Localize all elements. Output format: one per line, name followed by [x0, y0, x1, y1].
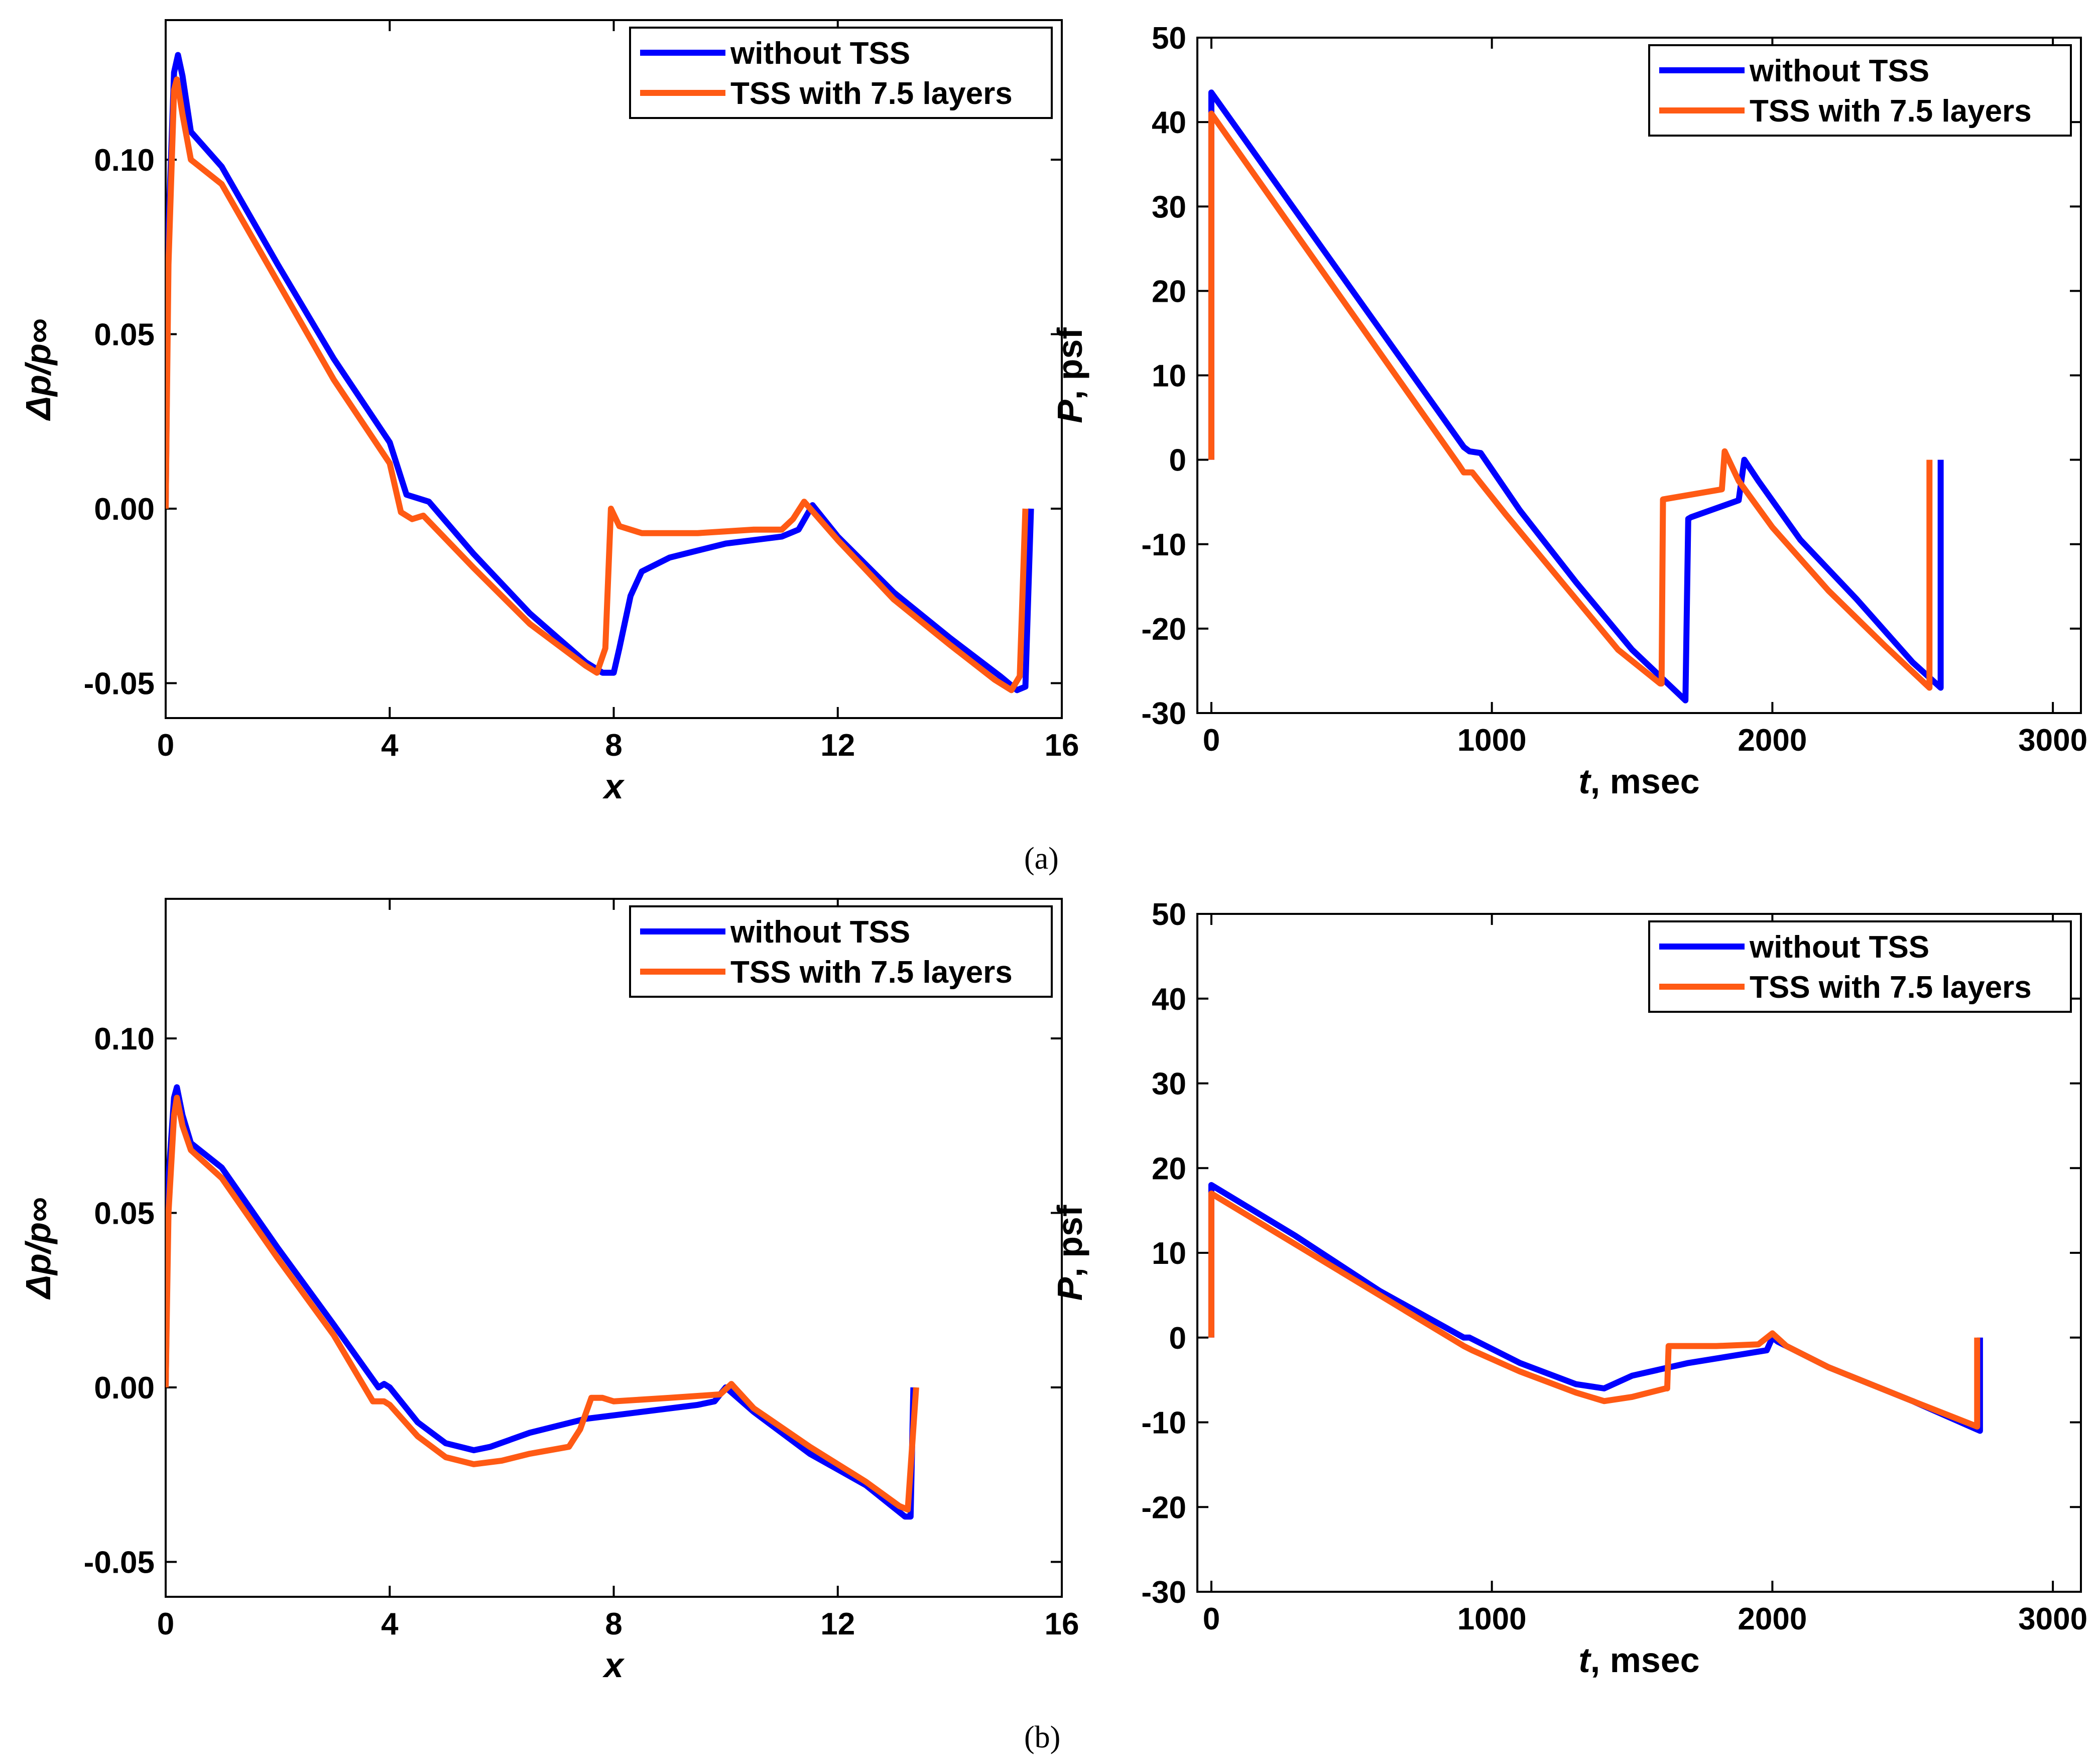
y-tick-label: 50 [1152, 21, 1186, 56]
x-axis-label: x [602, 1646, 625, 1685]
x-tick-label: 0 [1203, 1602, 1220, 1636]
panel-label-b: (b) [1024, 1720, 1061, 1754]
y-axis-label: Δp/p∞ [19, 318, 58, 421]
y-axis-label: P, psf [1050, 1205, 1089, 1301]
legend-label-1: without TSS [1749, 54, 1929, 88]
y-tick-label: -20 [1141, 612, 1186, 647]
axes-frame [165, 898, 1063, 1598]
legend-label-1: without TSS [730, 36, 910, 71]
chart-4: 0 1000 2000 3000 -30 -20 -10 0 10 20 30 40 50 t, msec… [1050, 897, 2087, 1680]
legend-label-2: TSS with 7.5 layers [730, 76, 1013, 111]
x-tick-label: 4 [381, 1607, 399, 1641]
legend-label-1: without TSS [730, 915, 910, 950]
y-tick-label: 30 [1152, 1067, 1186, 1102]
y-tick-label: 20 [1152, 274, 1186, 309]
x-tick-label: 12 [820, 1607, 855, 1641]
legend-box [629, 27, 1053, 119]
y-tick-label: -0.05 [84, 667, 155, 701]
y-tick-label: 10 [1152, 359, 1186, 394]
x-tick-label: 12 [820, 728, 855, 763]
y-tick-label: 10 [1152, 1236, 1186, 1271]
series-line-1 [1208, 1182, 1983, 1434]
series-line-1 [166, 52, 1034, 693]
chart-2: 0 1000 2000 3000 -30 -20 -10 0 10 20 30 40 50 t, msec… [1050, 21, 2087, 801]
y-tick-label: 50 [1152, 897, 1186, 932]
x-tick-label: 8 [605, 1607, 622, 1641]
y-tick-label: -20 [1141, 1490, 1186, 1525]
x-tick-label: 16 [1045, 728, 1079, 763]
x-tick-label: 16 [1045, 1607, 1079, 1641]
x-tick-label: 2000 [1738, 1602, 1807, 1636]
chart-3: 0 4 8 12 16 -0.05 0.00 0.05 0.10 x Δp/p∞ without TS… [19, 898, 1079, 1685]
legend-box [1648, 920, 2072, 1013]
x-tick-label: 0 [157, 728, 174, 763]
x-axis-label: t, msec [1578, 1640, 1699, 1680]
series-line-2 [1208, 110, 1933, 691]
x-tick-label: 3000 [2018, 723, 2087, 758]
y-tick-label: 20 [1152, 1151, 1186, 1186]
x-axis-label: x [602, 767, 625, 806]
y-tick-label: -0.05 [84, 1546, 155, 1580]
x-tick-label: 8 [605, 728, 622, 763]
axes-frame [165, 19, 1063, 719]
y-tick-label: 0.10 [94, 1022, 155, 1056]
x-axis-label: t, msec [1578, 762, 1699, 801]
y-tick-label: -10 [1141, 528, 1186, 562]
y-axis-label: P, psf [1050, 327, 1089, 423]
y-tick-label: 40 [1152, 105, 1186, 140]
legend-box [629, 905, 1053, 998]
y-tick-label: -30 [1141, 1575, 1186, 1610]
legend-label-2: TSS with 7.5 layers [1750, 970, 2032, 1005]
series-line-1 [1208, 89, 1944, 703]
series-line-2 [166, 1095, 919, 1513]
y-tick-label: 0.00 [94, 492, 155, 527]
axes-frame [1196, 913, 2082, 1593]
x-tick-label: 1000 [1457, 723, 1527, 758]
x-tick-label: 4 [381, 728, 399, 763]
y-tick-label: 30 [1152, 190, 1186, 224]
x-tick-label: 0 [1203, 723, 1220, 758]
legend-label-2: TSS with 7.5 layers [1750, 94, 2032, 129]
x-tick-label: 2000 [1738, 723, 1807, 758]
y-tick-label: 0.05 [94, 318, 155, 353]
y-tick-label: -10 [1141, 1406, 1186, 1441]
x-tick-label: 1000 [1457, 1602, 1527, 1636]
legend-box [1648, 44, 2072, 137]
x-tick-label: 3000 [2018, 1602, 2087, 1636]
panel-label-a: (a) [1024, 842, 1059, 876]
series-line-2 [166, 76, 1029, 693]
axes-frame [1196, 37, 2082, 714]
y-tick-label: 0.10 [94, 143, 155, 178]
y-tick-label: 0 [1169, 1321, 1186, 1356]
y-tick-label: 0.05 [94, 1197, 155, 1231]
legend-label-1: without TSS [1749, 930, 1929, 965]
y-tick-label: 0 [1169, 443, 1186, 478]
legend-label-2: TSS with 7.5 layers [730, 955, 1013, 990]
y-tick-label: 40 [1152, 982, 1186, 1017]
y-tick-label: 0.00 [94, 1371, 155, 1405]
y-tick-label: -30 [1141, 696, 1186, 731]
y-axis-label: Δp/p∞ [19, 1197, 58, 1300]
x-tick-label: 0 [157, 1607, 174, 1641]
series-line-2 [1208, 1190, 1981, 1430]
chart-1: 0 4 8 12 16 -0.05 0.00 0.05 0.10 x Δp/p∞ without TS… [19, 19, 1079, 806]
